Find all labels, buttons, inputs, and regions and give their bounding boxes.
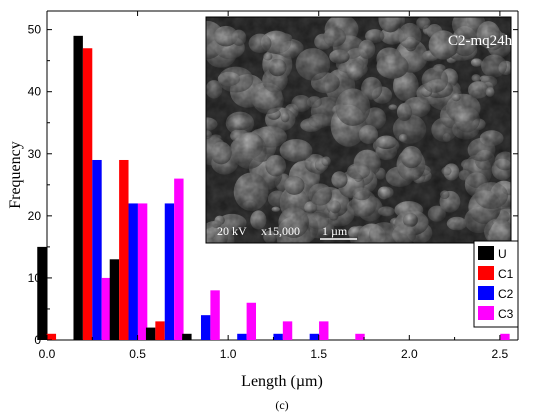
scale-bar-label: 1 µm [322,224,348,238]
bar-c3-4 [210,290,220,340]
bar-c2-2 [128,203,138,340]
bar-c3-1 [101,277,112,340]
bar-u-3 [145,327,156,340]
y-tick-label: 30 [28,147,42,161]
bar-c2-4 [200,315,211,340]
legend-swatch-c3 [478,306,494,320]
sem-micrograph [206,17,511,243]
bar-c3-6 [282,321,293,340]
x-tick-label: 1.0 [220,347,237,361]
bar-c1-2 [119,159,129,340]
x-tick-label: 0.5 [129,347,146,361]
sem-inset-image: C2-mq24h 20 kV x15,000 1 µm [205,16,513,244]
x-axis-title: Length (µm) [241,373,323,390]
bar-series-group [37,35,510,341]
inset-voltage: 20 kV [217,224,247,238]
axis-ticks: 0.0 0.5 1.0 1.5 2.0 2.5 0 10 20 30 40 50 [28,11,518,361]
bar-c1-0 [46,333,57,340]
bar-u-0 [37,246,47,340]
inset-title: C2-mq24h [448,33,513,49]
legend-swatch-c1 [478,266,494,280]
figure-caption: (c) [275,398,288,412]
bar-u-1 [73,35,83,340]
x-tick-label: 0.0 [39,347,56,361]
legend-label-c3: C3 [498,307,514,321]
y-tick-label: 40 [28,85,42,99]
legend-label-c1: C1 [498,267,514,281]
bar-c2-5 [237,333,247,340]
legend-swatch-c2 [478,286,494,300]
inset-magnification: x15,000 [261,224,300,238]
bar-c3-8 [355,333,365,340]
bar-u-4 [182,333,192,340]
bar-c3-12 [500,333,510,340]
y-tick-label: 10 [28,271,42,285]
bar-c3-5 [246,302,257,340]
bar-u-2 [109,259,120,340]
y-tick-label: 0 [34,333,41,347]
legend: U C1 C2 C3 [473,240,519,328]
x-tick-label: 1.5 [310,347,327,361]
bar-c1-1 [82,48,93,341]
x-tick-label: 2.0 [401,347,418,361]
y-axis-title: Frequency [7,141,24,209]
y-tick-label: 50 [28,23,42,37]
bar-c2-6 [273,333,283,340]
bar-c2-1 [92,159,102,340]
bar-c1-3 [155,321,165,340]
bar-c3-3 [174,178,184,340]
bar-c3-2 [137,203,148,340]
bar-c2-3 [164,203,175,340]
x-tick-label: 2.5 [492,347,509,361]
bar-c3-7 [319,321,329,340]
legend-swatch-u [478,246,494,260]
y-tick-label: 20 [28,209,42,223]
legend-label-c2: C2 [498,287,514,301]
legend-label-u: U [498,247,507,261]
bar-c2-7 [309,333,320,340]
sem-texture [206,17,511,243]
